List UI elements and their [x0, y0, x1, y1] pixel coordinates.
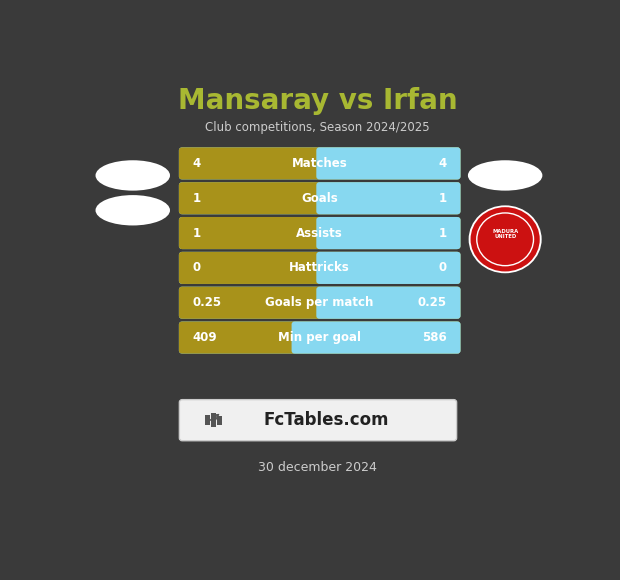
Text: 1: 1 — [193, 192, 201, 205]
Text: Hattricks: Hattricks — [290, 262, 350, 274]
FancyBboxPatch shape — [179, 252, 461, 284]
Text: Matches: Matches — [292, 157, 348, 170]
Circle shape — [469, 205, 542, 273]
Text: Goals: Goals — [301, 192, 338, 205]
Text: Club competitions, Season 2024/2025: Club competitions, Season 2024/2025 — [205, 121, 430, 134]
Text: 0.25: 0.25 — [193, 296, 222, 309]
Text: 30 december 2024: 30 december 2024 — [259, 462, 377, 474]
FancyBboxPatch shape — [179, 287, 461, 319]
Text: 1: 1 — [438, 192, 446, 205]
FancyBboxPatch shape — [179, 321, 461, 354]
FancyBboxPatch shape — [179, 147, 461, 179]
Text: Goals per match: Goals per match — [265, 296, 374, 309]
Ellipse shape — [95, 160, 170, 191]
FancyBboxPatch shape — [179, 182, 461, 214]
FancyBboxPatch shape — [316, 182, 461, 214]
Ellipse shape — [468, 160, 542, 191]
Text: 4: 4 — [193, 157, 201, 170]
FancyBboxPatch shape — [179, 182, 461, 214]
Text: 586: 586 — [422, 331, 446, 344]
FancyBboxPatch shape — [179, 400, 456, 441]
Text: 0: 0 — [193, 262, 201, 274]
Bar — [205, 415, 210, 425]
FancyBboxPatch shape — [291, 321, 461, 354]
FancyBboxPatch shape — [316, 287, 461, 319]
FancyBboxPatch shape — [316, 217, 461, 249]
Text: FcTables.com: FcTables.com — [264, 411, 389, 429]
FancyBboxPatch shape — [179, 217, 461, 249]
Text: 1: 1 — [193, 227, 201, 240]
FancyBboxPatch shape — [179, 147, 461, 179]
FancyBboxPatch shape — [179, 321, 461, 354]
FancyBboxPatch shape — [179, 252, 461, 284]
FancyBboxPatch shape — [179, 287, 461, 319]
Text: Mansaray vs Irfan: Mansaray vs Irfan — [178, 87, 458, 115]
Text: 409: 409 — [193, 331, 218, 344]
Text: Min per goal: Min per goal — [278, 331, 361, 344]
Circle shape — [471, 207, 540, 271]
Text: MADURA: MADURA — [492, 229, 518, 234]
Bar — [211, 414, 216, 427]
Text: 0: 0 — [438, 262, 446, 274]
Text: Assists: Assists — [296, 227, 343, 240]
Text: 4: 4 — [438, 157, 446, 170]
FancyBboxPatch shape — [316, 252, 461, 284]
Text: UNITED: UNITED — [494, 234, 516, 239]
Text: 0.25: 0.25 — [417, 296, 446, 309]
FancyBboxPatch shape — [316, 147, 461, 179]
Ellipse shape — [95, 195, 170, 226]
Bar — [218, 416, 222, 425]
FancyBboxPatch shape — [179, 217, 461, 249]
Text: 1: 1 — [438, 227, 446, 240]
